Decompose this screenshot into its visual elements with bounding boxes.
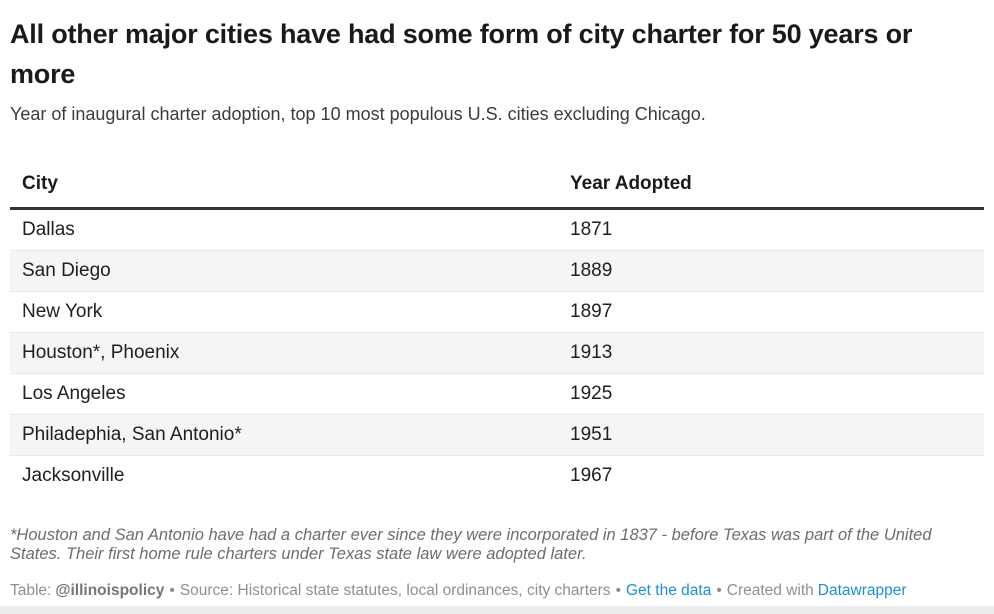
footnote: *Houston and San Antonio have had a char…: [10, 526, 932, 563]
table-row: San Diego 1889: [10, 250, 984, 292]
city-cell: San Diego: [22, 260, 111, 281]
year-cell: 1951: [570, 424, 613, 445]
year-cell: 1913: [570, 342, 613, 363]
table-row: Houston*, Phoenix 1913: [10, 332, 984, 374]
footer-bullet-2: •: [615, 581, 621, 599]
year-cell: 1897: [570, 301, 613, 322]
bottom-edge: [0, 606, 994, 614]
year-cell: 1967: [570, 465, 613, 486]
year-cell: 1889: [570, 260, 613, 281]
table-row: Dallas 1871: [10, 209, 984, 251]
footer: Table: @illinoispolicy • Source: Historical…: [10, 581, 984, 600]
footer-bullet-3: •: [716, 581, 722, 599]
city-cell: New York: [22, 301, 103, 322]
footer-handle: @illinoispolicy: [55, 581, 165, 599]
page-subtitle: Year of inaugural charter adoption, top …: [10, 104, 706, 124]
table-body: Dallas 1871 San Diego 1889 New York 1897…: [10, 209, 984, 497]
city-cell: Dallas: [22, 219, 75, 240]
city-cell: Jacksonville: [22, 465, 125, 486]
created-with-text: Created with: [726, 581, 814, 599]
chart-container: All other major cities have had some for…: [10, 19, 984, 600]
year-cell: 1871: [570, 219, 613, 240]
column-header-city: City: [10, 159, 558, 210]
table-row: Philadephia, San Antonio* 1951: [10, 414, 984, 456]
city-cell: Houston*, Phoenix: [22, 342, 180, 363]
column-header-year: Year Adopted: [558, 159, 984, 210]
city-cell: Los Angeles: [22, 383, 126, 404]
table-row: Los Angeles 1925: [10, 373, 984, 415]
footer-bullet-1: •: [169, 581, 175, 599]
table-row: New York 1897: [10, 291, 984, 333]
footer-table-label: Table:: [10, 581, 52, 599]
datawrapper-link[interactable]: Datawrapper: [817, 581, 907, 599]
get-the-data-link[interactable]: Get the data: [626, 581, 712, 599]
city-cell: Philadephia, San Antonio*: [22, 424, 242, 445]
page-title: All other major cities have had some for…: [10, 19, 913, 89]
table-row: Jacksonville 1967: [10, 455, 984, 497]
year-cell: 1925: [570, 383, 613, 404]
footer-source: Source: Historical state statutes, local…: [179, 581, 611, 599]
table-header-row: City Year Adopted: [10, 159, 984, 210]
charter-table: City Year Adopted Dallas 1871 San Diego …: [10, 159, 984, 496]
